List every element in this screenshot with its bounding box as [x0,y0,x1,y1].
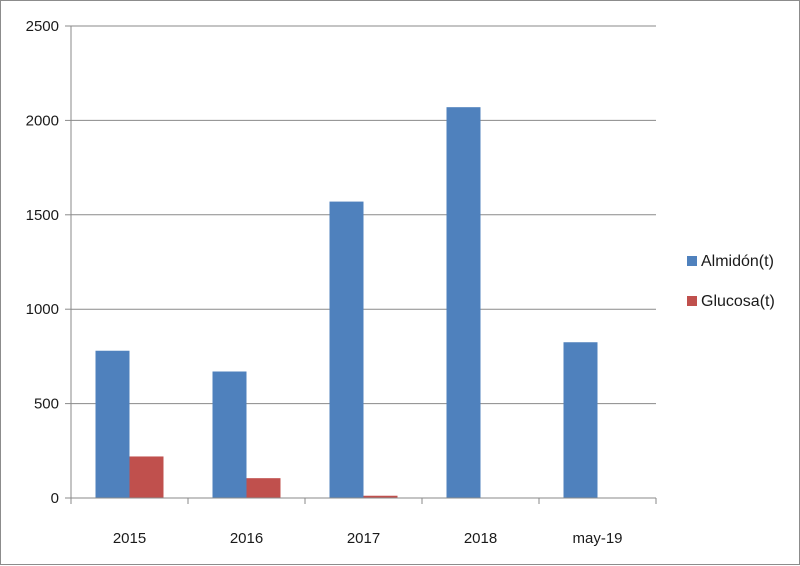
y-tick-label: 1500 [26,207,59,224]
bar-almid-n-t-may-19 [563,342,598,498]
x-tick-label: 2016 [230,530,263,547]
y-tick-label: 2500 [26,18,59,35]
y-tick-label: 1000 [26,301,59,318]
bar-glucosa-t-2017 [363,495,398,498]
bar-glucosa-t-2015 [129,456,164,498]
bar-almid-n-t-2015 [95,350,130,498]
y-tick-label: 2000 [26,112,59,129]
x-tick-label: 2017 [347,530,380,547]
y-tick-label: 0 [51,490,59,507]
legend: Almidón(t) Glucosa(t) [687,253,775,310]
axes [65,25,657,504]
legend-swatch [687,256,697,266]
x-tick-label: 2015 [113,530,146,547]
bar-almid-n-t-2016 [212,371,247,498]
bars [95,107,598,499]
legend-swatch [687,296,697,306]
bar-almid-n-t-2017 [329,201,364,499]
y-tick-label: 500 [34,396,59,413]
x-tick-labels: 2015 2016 2017 2018 may-19 [113,530,623,547]
legend-label: Glucosa(t) [701,293,775,310]
x-tick-label: 2018 [464,530,497,547]
y-tick-labels: 0 500 1000 1500 2000 2500 [26,18,59,507]
x-tick-label: may-19 [572,530,622,547]
legend-label: Almidón(t) [701,253,774,270]
bar-almid-n-t-2018 [446,107,481,499]
bar-glucosa-t-2016 [246,478,281,498]
